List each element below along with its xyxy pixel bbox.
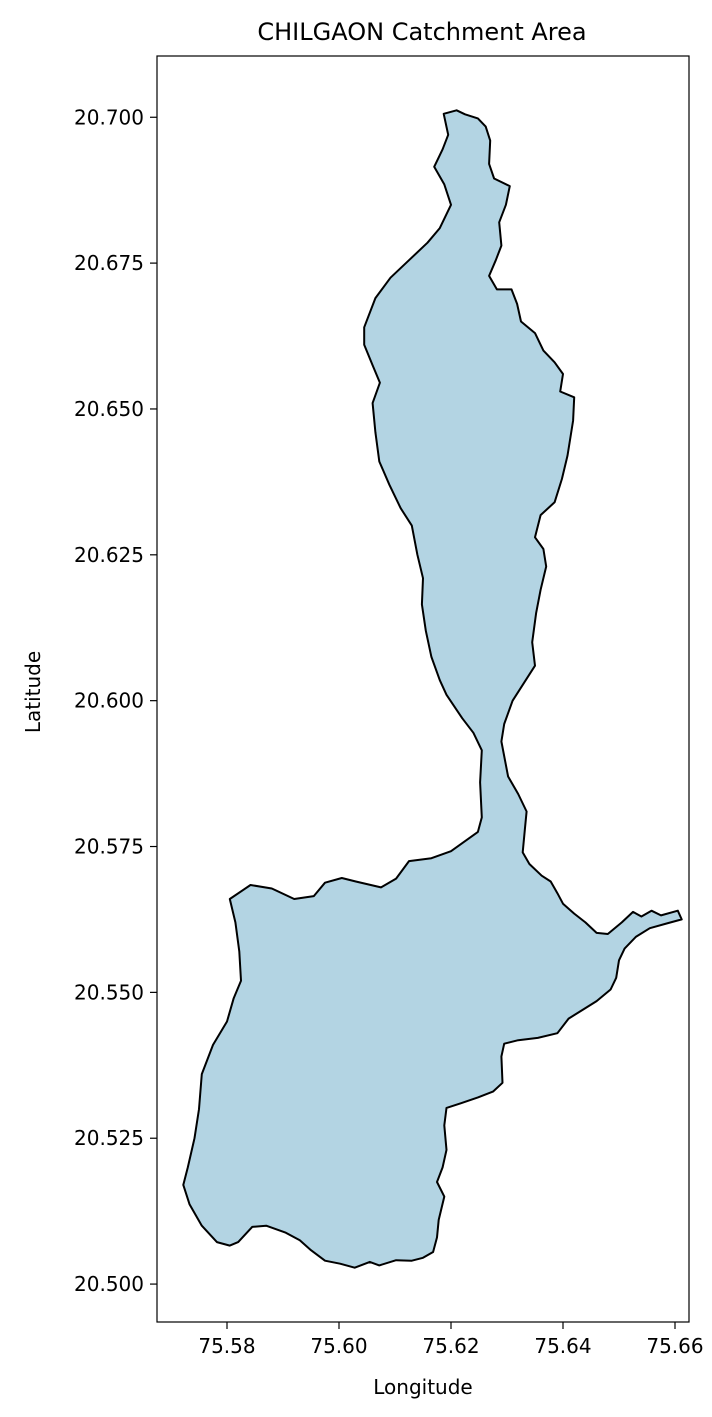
y-tick-label: 20.525 (74, 1126, 144, 1150)
catchment-polygon (182, 109, 683, 1269)
x-tick-label: 75.66 (646, 1334, 703, 1358)
axes-frame (156, 55, 690, 1323)
y-axis-label: Latitude (21, 651, 45, 733)
y-tick-label: 20.600 (74, 689, 144, 713)
x-tick-label: 75.62 (422, 1334, 479, 1358)
x-tick-label: 75.60 (310, 1334, 367, 1358)
x-tick-label: 75.58 (198, 1334, 255, 1358)
x-tick-label: 75.64 (534, 1334, 591, 1358)
y-tick-label: 20.575 (74, 835, 144, 859)
y-tick-label: 20.700 (74, 105, 144, 129)
x-axis-label: Longitude (373, 1375, 472, 1399)
y-tick-label: 20.625 (74, 543, 144, 567)
map-title: CHILGAON Catchment Area (257, 18, 586, 46)
y-tick-label: 20.650 (74, 397, 144, 421)
y-tick-label: 20.500 (74, 1272, 144, 1296)
y-tick-label: 20.675 (74, 251, 144, 275)
y-tick-label: 20.550 (74, 980, 144, 1004)
